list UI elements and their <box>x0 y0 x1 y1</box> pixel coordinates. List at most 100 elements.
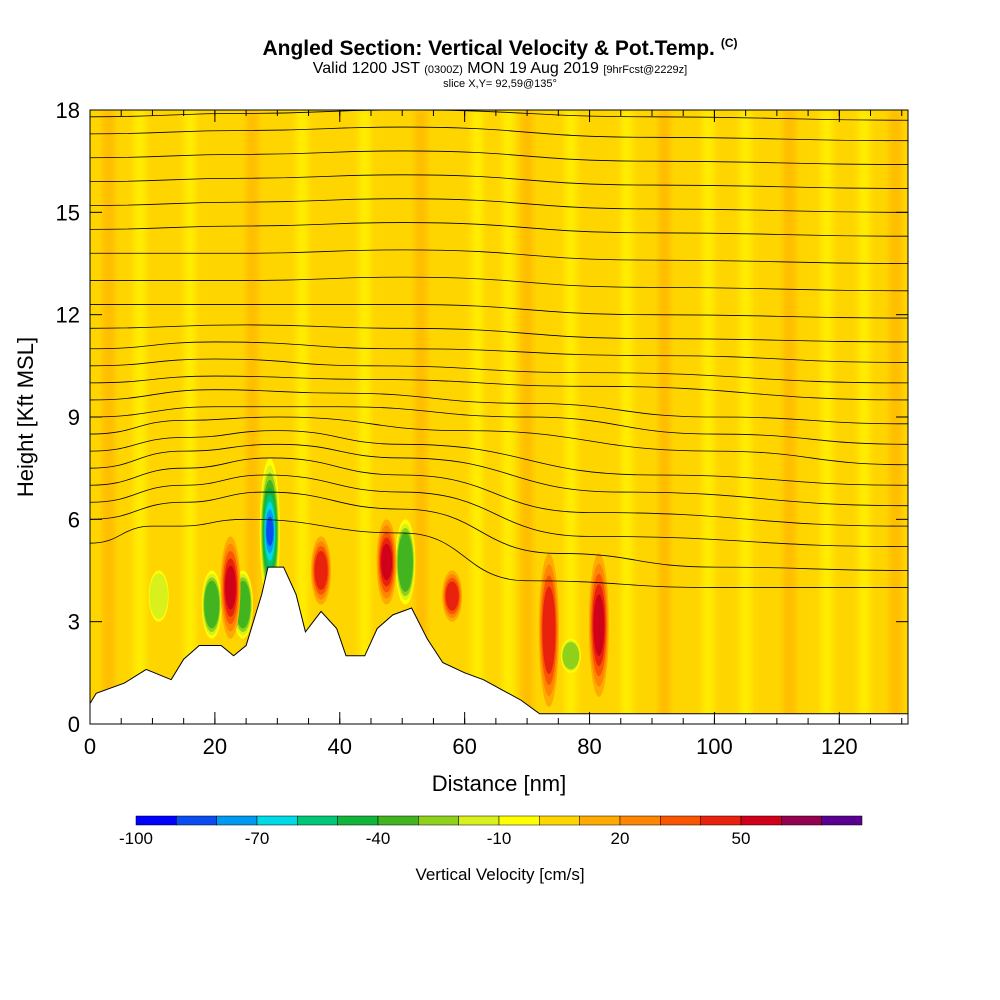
colorbar-swatch <box>498 815 540 826</box>
colorbar-swatch <box>700 815 742 826</box>
field-streak <box>358 110 371 724</box>
field-streak <box>183 110 196 724</box>
field-streak <box>133 110 146 724</box>
field-streak <box>621 110 634 724</box>
colorbar-swatch <box>135 815 177 826</box>
theta-contour <box>90 443 908 507</box>
y-tick-label: 0 <box>68 712 80 737</box>
theta-contour <box>90 406 908 445</box>
downdraft-core <box>149 573 168 620</box>
x-tick-label: 40 <box>328 734 352 759</box>
theta-contour <box>90 304 908 319</box>
field-streak <box>658 110 671 724</box>
theta-contour <box>90 324 908 343</box>
field-streak <box>414 110 427 724</box>
colorbar-swatch <box>821 815 863 826</box>
field-streak <box>471 110 484 724</box>
x-tick-label: 60 <box>452 734 476 759</box>
colorbar-swatch <box>176 815 217 826</box>
theta-contour <box>90 375 908 401</box>
potential-temperature-contours <box>90 110 908 588</box>
copyright-mark: (C) <box>720 36 738 50</box>
theta-contour <box>90 518 908 588</box>
colorbar-swatch <box>740 815 782 826</box>
colorbar-swatch <box>216 815 258 826</box>
field-streak <box>246 110 259 724</box>
chart-subtitle: Valid 1200 JST (0300Z) MON 19 Aug 2019 [… <box>0 60 1000 78</box>
x-tick-label: 80 <box>577 734 601 759</box>
x-tick-label: 100 <box>696 734 733 759</box>
updraft-core <box>445 581 459 611</box>
colorbar-swatch <box>337 815 379 826</box>
chart-title: Angled Section: Vertical Velocity & Pot.… <box>0 36 1000 61</box>
forecast-label: [9hrFcst@2229z] <box>603 64 688 76</box>
field-streak <box>858 110 871 724</box>
updraft-core <box>542 586 556 675</box>
y-tick-label: 12 <box>56 303 80 328</box>
colorbar-label: Vertical Velocity [cm/s] <box>415 865 584 884</box>
colorbar: -100 -70 -40 -10 20 50 <box>119 815 863 848</box>
updraft-core <box>314 551 328 590</box>
colorbar-swatch <box>377 815 419 826</box>
colorbar-swatch <box>539 815 580 826</box>
terrain-mask <box>89 566 909 725</box>
y-axis-label: Height [Kft MSL] <box>13 337 38 497</box>
downdraft-core <box>562 642 580 670</box>
colorbar-tick-label: 20 <box>611 829 630 848</box>
updraft-core <box>225 565 236 610</box>
theta-contour <box>90 389 908 425</box>
colorbar-swatch <box>619 815 661 826</box>
field-streak <box>783 110 796 724</box>
colorbar-tick-label: 50 <box>732 829 751 848</box>
valid-utc: (0300Z) <box>424 64 463 76</box>
y-tick-label: 15 <box>56 200 80 225</box>
theta-contour <box>90 491 908 571</box>
y-tick-label: 9 <box>68 405 80 430</box>
downdraft-core <box>266 516 274 546</box>
y-tick-label: 18 <box>56 98 80 123</box>
theta-contour <box>90 430 908 486</box>
x-tick-label: 20 <box>203 734 227 759</box>
colorbar-swatch <box>579 815 621 826</box>
theta-contour <box>90 126 908 142</box>
y-tick-label: 6 <box>68 507 80 532</box>
colorbar-swatch <box>418 815 459 826</box>
colorbar-tick-label: -10 <box>487 829 512 848</box>
colorbar-swatch <box>660 815 701 826</box>
theta-contour <box>90 150 908 165</box>
axes: 0 20 40 60 80 100 120 0 3 6 9 12 15 18 <box>56 98 908 759</box>
slice-label: slice X,Y= 92,59@135° <box>443 78 557 90</box>
y-tick-label: 3 <box>68 610 80 635</box>
updraft-core <box>593 594 605 656</box>
theta-contour <box>90 198 908 213</box>
valid-prefix: Valid 1200 JST <box>312 60 420 77</box>
theta-contour <box>90 174 908 189</box>
terrain-profile <box>89 566 909 725</box>
x-axis-label: Distance [nm] <box>432 771 567 796</box>
downdraft-core <box>397 532 413 592</box>
x-tick-label: 120 <box>821 734 858 759</box>
colorbar-tick-label: -100 <box>119 829 153 848</box>
theta-contour <box>90 222 908 237</box>
updraft-core <box>381 543 393 581</box>
colorbar-tick-label: -70 <box>245 829 270 848</box>
theta-contour <box>90 416 908 466</box>
downdraft-core <box>204 580 220 629</box>
theta-contour <box>90 474 908 548</box>
theta-contour <box>90 276 908 292</box>
colorbar-swatch <box>458 815 500 826</box>
theta-contour <box>90 341 908 363</box>
chart-title-text: Angled Section: Vertical Velocity & Pot.… <box>262 37 715 60</box>
colorbar-swatch <box>297 815 338 826</box>
theta-contour <box>90 110 908 121</box>
colorbar-swatch <box>256 815 298 826</box>
theta-contour <box>90 457 908 527</box>
colorbar-tick-label: -40 <box>366 829 391 848</box>
field-streak <box>564 110 577 724</box>
theta-contour <box>90 249 908 264</box>
colorbar-swatch <box>781 815 822 826</box>
x-tick-label: 0 <box>84 734 96 759</box>
valid-date: MON 19 Aug 2019 <box>467 60 599 77</box>
field-streak <box>820 110 833 724</box>
